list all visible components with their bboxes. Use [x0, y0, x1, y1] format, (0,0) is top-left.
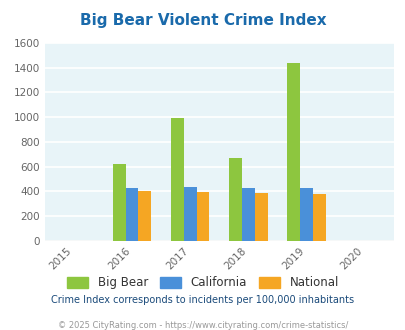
Text: © 2025 CityRating.com - https://www.cityrating.com/crime-statistics/: © 2025 CityRating.com - https://www.city… [58, 321, 347, 330]
Legend: Big Bear, California, National: Big Bear, California, National [62, 272, 343, 294]
Bar [138, 191, 151, 241]
Bar [125, 188, 138, 241]
Bar [196, 192, 209, 241]
Bar [183, 187, 196, 241]
Bar [113, 164, 125, 241]
Bar [241, 188, 254, 241]
Bar [228, 158, 241, 241]
Text: Crime Index corresponds to incidents per 100,000 inhabitants: Crime Index corresponds to incidents per… [51, 295, 354, 305]
Text: Big Bear Violent Crime Index: Big Bear Violent Crime Index [79, 13, 326, 28]
Bar [287, 63, 299, 241]
Bar [254, 193, 267, 241]
Bar [171, 118, 183, 241]
Bar [312, 194, 325, 241]
Bar [299, 188, 312, 241]
